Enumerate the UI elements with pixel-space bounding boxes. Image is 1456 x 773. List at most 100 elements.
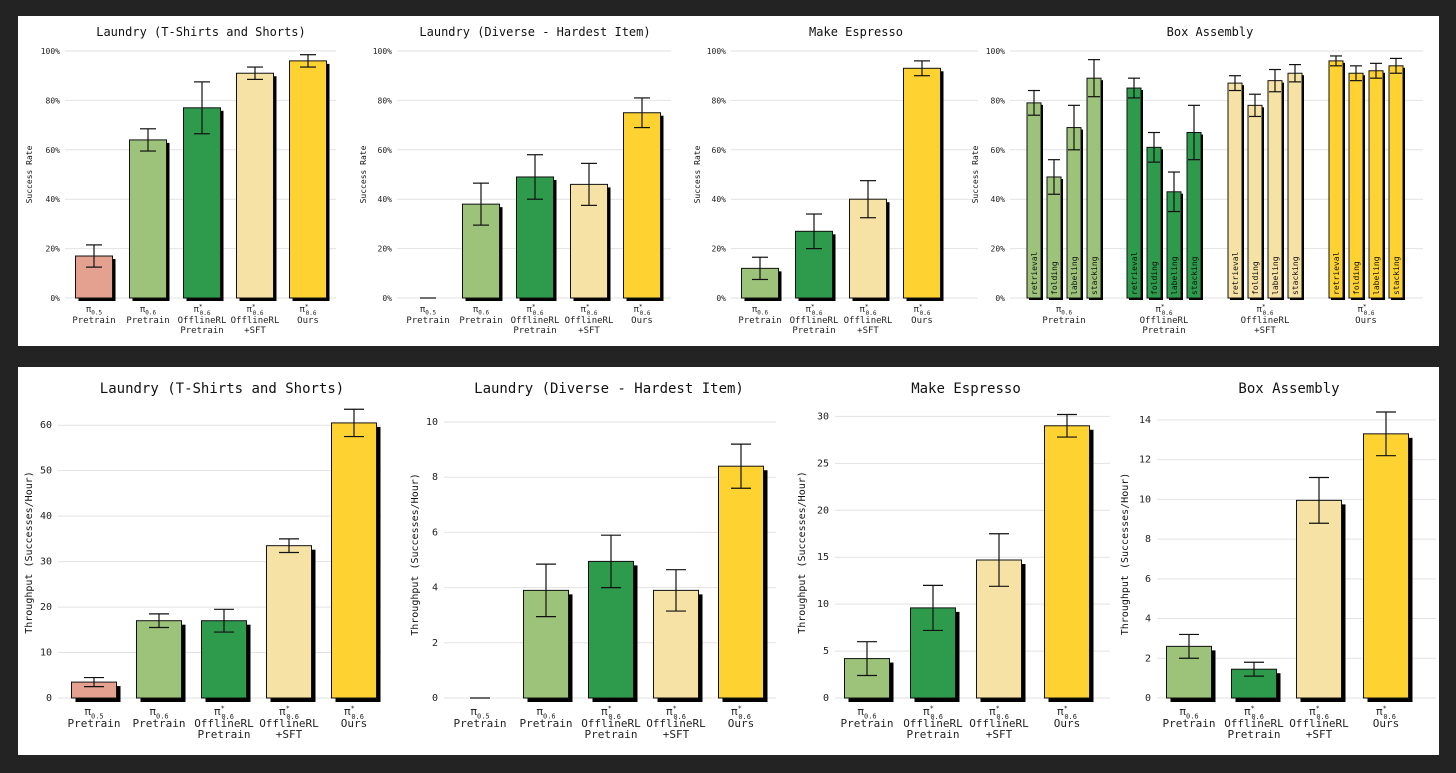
bar xyxy=(623,112,661,299)
bar xyxy=(1296,499,1342,699)
y-tick-label: 10 xyxy=(40,648,52,659)
x-category-label: OfflineRL +SFT xyxy=(844,316,893,336)
y-tick-label: 5 xyxy=(823,646,829,657)
bar-stage-label: labeling xyxy=(1070,256,1079,295)
y-axis-label: Throughput (Successes/Hour) xyxy=(1120,473,1131,636)
x-category-label: OfflineRL Pretrain xyxy=(511,316,560,336)
y-tick-label: 12 xyxy=(1139,455,1151,466)
x-category-label: Pretrain xyxy=(459,316,502,326)
y-tick-label: 60% xyxy=(378,146,393,155)
bar xyxy=(201,620,247,699)
bar-stage-label: stacking xyxy=(1190,256,1199,295)
y-tick-label: 50 xyxy=(40,466,52,477)
x-category-label: OfflineRL +SFT xyxy=(1289,717,1349,741)
y-tick-label: 20% xyxy=(46,245,61,254)
y-tick-label: 80% xyxy=(712,96,727,105)
bar-stage-label: folding xyxy=(1251,261,1260,295)
success-rate-charts: Laundry (T-Shirts and Shorts) Success Rat… xyxy=(25,25,1423,336)
y-tick-label: 4 xyxy=(1145,614,1151,625)
x-category-label: Pretrain xyxy=(133,717,186,730)
y-tick-label: 10 xyxy=(426,417,438,428)
y-axis-label: Throughput (Successes/Hour) xyxy=(410,473,421,636)
x-category-label: OfflineRL Pretrain xyxy=(903,717,963,741)
model-label: π* 0.6 xyxy=(633,303,650,317)
x-category-label: OfflineRL Pretrain xyxy=(581,717,641,741)
bar xyxy=(136,620,182,699)
model-label: π0.6 xyxy=(857,705,876,720)
bar-stage-label: retrieval xyxy=(1332,251,1341,295)
model-label: π* 0.6 xyxy=(1256,303,1273,317)
x-category-label: Ours xyxy=(341,717,368,730)
y-tick-label: 60% xyxy=(712,146,727,155)
bar-stage-label: labeling xyxy=(1170,256,1179,295)
bar xyxy=(1363,433,1409,699)
x-category-label: Ours xyxy=(1355,316,1377,326)
x-category-label: OfflineRL Pretrain xyxy=(178,316,227,336)
x-category-label: Pretrain xyxy=(520,717,573,730)
x-category-label: OfflineRL +SFT xyxy=(259,717,319,741)
y-tick-label: 10 xyxy=(817,599,829,610)
x-category-label: OfflineRL Pretrain xyxy=(1140,316,1189,336)
y-tick-label: 4 xyxy=(432,583,438,594)
model-label: π0.6 xyxy=(149,705,168,720)
model-label: π* 0.6 xyxy=(923,705,943,721)
y-tick-label: 2 xyxy=(1145,653,1151,664)
y-tick-label: 0% xyxy=(50,294,60,303)
y-tick-label: 80% xyxy=(378,96,393,105)
chart-title: Make Espresso xyxy=(809,25,903,39)
model-label: π* 0.6 xyxy=(859,303,876,317)
model-label: π* 0.6 xyxy=(731,705,751,721)
model-label: π* 0.6 xyxy=(1309,705,1329,721)
y-tick-label: 100% xyxy=(373,47,392,56)
bar xyxy=(289,60,327,299)
model-label: π* 0.6 xyxy=(279,705,299,721)
y-tick-label: 100% xyxy=(707,47,726,56)
model-label: π0.6 xyxy=(473,305,490,317)
model-label: π* 0.6 xyxy=(601,705,621,721)
x-category-label: Pretrain xyxy=(72,316,115,326)
y-tick-label: 6 xyxy=(432,527,438,538)
success-rate-panel: Laundry (T-Shirts and Shorts) Success Rat… xyxy=(18,16,1439,346)
x-category-label: Ours xyxy=(297,316,319,326)
model-label: π* 0.6 xyxy=(193,303,210,317)
chart-title: Laundry (T-Shirts and Shorts) xyxy=(96,25,306,39)
y-tick-label: 20% xyxy=(991,245,1006,254)
model-label: π* 0.6 xyxy=(805,303,822,317)
y-tick-label: 20% xyxy=(378,245,393,254)
y-tick-label: 40 xyxy=(40,511,52,522)
x-category-label: Pretrain xyxy=(1163,717,1216,730)
y-tick-label: 0% xyxy=(382,294,392,303)
y-tick-label: 60% xyxy=(46,146,61,155)
x-category-label: Pretrain xyxy=(1042,316,1085,326)
chart-title: Make Espresso xyxy=(911,381,1021,397)
model-label: π0.6 xyxy=(536,705,555,720)
x-category-label: OfflineRL Pretrain xyxy=(1224,717,1284,741)
x-category-label: Ours xyxy=(631,316,653,326)
model-label: π* 0.6 xyxy=(344,705,364,721)
y-tick-label: 0 xyxy=(823,693,829,704)
x-category-label: OfflineRL +SFT xyxy=(969,717,1029,741)
y-tick-label: 80% xyxy=(991,96,1006,105)
model-label: π* 0.6 xyxy=(1244,705,1264,721)
x-category-label: OfflineRL +SFT xyxy=(1241,316,1290,336)
model-label: π* 0.6 xyxy=(1057,705,1077,721)
bar xyxy=(236,72,274,299)
bar-stage-label: folding xyxy=(1150,261,1159,295)
x-category-label: Pretrain xyxy=(126,316,169,326)
bar xyxy=(129,139,167,299)
y-tick-label: 6 xyxy=(1145,574,1151,585)
x-category-label: Pretrain xyxy=(406,316,449,326)
model-label: π* 0.6 xyxy=(580,303,597,317)
y-axis-label: Success Rate xyxy=(25,145,34,203)
throughput-panel: Laundry (T-Shirts and Shorts) Throughput … xyxy=(18,367,1439,755)
model-label: π0.5 xyxy=(470,705,489,720)
y-tick-label: 100% xyxy=(986,47,1005,56)
y-axis-label: Success Rate xyxy=(359,145,368,203)
x-category-label: OfflineRL +SFT xyxy=(231,316,280,336)
model-label: π0.6 xyxy=(140,305,157,317)
x-category-label: Pretrain xyxy=(68,717,121,730)
bar-stage-label: folding xyxy=(1352,261,1361,295)
bar-stage-label: retrieval xyxy=(1231,251,1240,295)
bar-stage-label: retrieval xyxy=(1130,251,1139,295)
x-category-label: Ours xyxy=(728,717,755,730)
